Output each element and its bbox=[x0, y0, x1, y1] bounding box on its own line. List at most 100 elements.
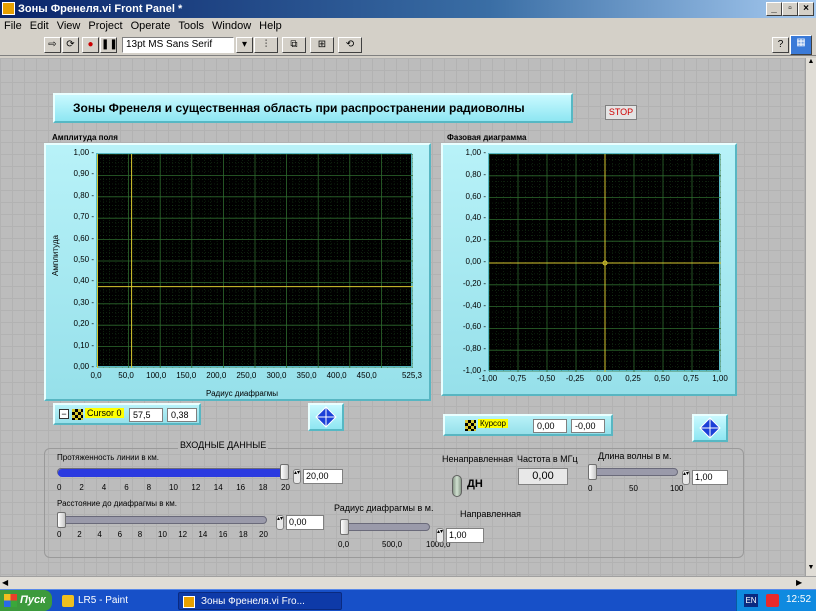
phase-cursor-name[interactable]: Курсор bbox=[478, 419, 509, 428]
scroll-down-icon[interactable]: ▼ bbox=[807, 564, 815, 571]
phase-diamond-icon bbox=[699, 417, 721, 439]
cursor-style-icon[interactable] bbox=[72, 409, 83, 420]
x-tick-label: 250,0 bbox=[236, 371, 257, 380]
taskbar-item-paint[interactable]: LR5 - Paint bbox=[78, 595, 129, 606]
freq-label: Частота в МГц bbox=[517, 454, 578, 464]
font-selector[interactable]: 13pt MS Sans Serif bbox=[122, 37, 234, 53]
amp-plot[interactable] bbox=[96, 153, 413, 368]
scroll-up-icon[interactable]: ▲ bbox=[807, 58, 815, 65]
labview-icon bbox=[183, 596, 195, 608]
antenna-toggle[interactable] bbox=[452, 475, 462, 497]
phase-cursor-move-button[interactable] bbox=[692, 414, 728, 442]
scale-label: 2 bbox=[79, 483, 84, 492]
amp-cursor-move-button[interactable] bbox=[308, 403, 344, 431]
radius-track[interactable] bbox=[340, 523, 430, 531]
line-length-value[interactable]: 20,00 bbox=[303, 469, 343, 484]
undirected-label: Ненаправленная bbox=[442, 454, 514, 464]
line-length-thumb[interactable] bbox=[280, 464, 289, 480]
vertical-scrollbar[interactable]: ▲ ▼ bbox=[805, 58, 816, 576]
x-tick-label: -0,75 bbox=[507, 374, 527, 383]
x-tick-label: -1,00 bbox=[478, 374, 498, 383]
scale-label: 4 bbox=[97, 530, 102, 539]
radius-value[interactable]: 1,00 bbox=[446, 528, 484, 543]
y-tick-label: 0,30 - bbox=[73, 297, 94, 307]
menu-help[interactable]: Help bbox=[259, 20, 282, 32]
horizontal-scrollbar[interactable]: ◀ ▶ bbox=[0, 576, 816, 589]
wavelength-spin[interactable]: ▴▾ bbox=[682, 470, 690, 485]
menu-project[interactable]: Project bbox=[88, 20, 123, 32]
phase-cursor-y-value[interactable]: -0,00 bbox=[571, 419, 605, 433]
x-tick-label: 0,75 bbox=[683, 374, 699, 383]
y-tick-label: 0,50 - bbox=[73, 255, 94, 264]
x-tick-label: 50,0 bbox=[118, 371, 134, 380]
wavelength-track[interactable] bbox=[588, 468, 678, 476]
scale-label: 8 bbox=[137, 530, 143, 539]
vi-icon[interactable]: ▦ bbox=[790, 35, 812, 55]
pause-icon[interactable]: ❚❚ bbox=[100, 37, 118, 53]
inputs-group bbox=[44, 448, 744, 558]
resize-icon[interactable]: ⊞ bbox=[310, 37, 334, 53]
x-tick-label: 350,0 bbox=[296, 371, 317, 380]
menu-operate[interactable]: Operate bbox=[130, 20, 171, 32]
maximize-button[interactable]: ▫ bbox=[782, 2, 798, 16]
radius-spin[interactable]: ▴▾ bbox=[436, 528, 444, 543]
menu-tools[interactable]: Tools bbox=[178, 20, 205, 32]
page-title: Зоны Френеля и существенная область при … bbox=[53, 93, 573, 123]
y-tick-label: 0,20 - bbox=[465, 235, 486, 245]
x-tick-label: 200,0 bbox=[206, 371, 227, 380]
minimize-button[interactable]: _ bbox=[766, 2, 782, 16]
y-tick-label: 0,90 - bbox=[73, 169, 94, 179]
menu-window[interactable]: Window bbox=[212, 20, 252, 32]
stop-button[interactable]: STOP bbox=[605, 105, 637, 120]
scroll-right-icon[interactable]: ▶ bbox=[796, 578, 803, 587]
distance-spin[interactable]: ▴▾ bbox=[276, 515, 284, 530]
wavelength-label: Длина волны в м. bbox=[598, 451, 672, 461]
window-title: Зоны Френеля.vi Front Panel * bbox=[18, 3, 183, 15]
scale-label: 18 bbox=[258, 483, 268, 492]
scroll-left-icon[interactable]: ◀ bbox=[2, 578, 9, 587]
scale-label: 20 bbox=[281, 483, 290, 492]
abort-icon[interactable]: ● bbox=[82, 37, 99, 53]
help-icon[interactable]: ? bbox=[772, 37, 789, 53]
line-length-fill bbox=[58, 469, 288, 477]
phase-cursor-x-value[interactable]: 0,00 bbox=[533, 419, 567, 433]
font-dropdown-icon[interactable]: ▾ bbox=[236, 37, 253, 53]
reorder-icon[interactable]: ⟲ bbox=[338, 37, 362, 53]
y-tick-label: 0,70 - bbox=[73, 212, 94, 222]
y-tick-label: 0,00 - bbox=[73, 362, 94, 371]
y-tick-label: 0,40 - bbox=[465, 213, 486, 223]
distance-value[interactable]: 0,00 bbox=[286, 515, 324, 530]
line-length-spin[interactable]: ▴▾ bbox=[293, 469, 301, 484]
line-length-label: Протяженность линии в км. bbox=[57, 453, 160, 462]
wavelength-thumb[interactable] bbox=[588, 464, 597, 480]
distance-thumb[interactable] bbox=[57, 512, 66, 528]
y-tick-label: -0,80 - bbox=[462, 344, 486, 354]
wavelength-value[interactable]: 1,00 bbox=[692, 470, 728, 485]
scale-label: 4 bbox=[101, 483, 107, 492]
tray-app-icon[interactable] bbox=[766, 594, 779, 607]
cursor-x-value[interactable]: 57,5 bbox=[129, 408, 163, 422]
y-tick-label: 0,80 - bbox=[465, 169, 486, 179]
scale-label: 100 bbox=[670, 484, 684, 493]
paint-icon bbox=[62, 595, 74, 607]
phase-plot[interactable] bbox=[488, 153, 721, 372]
language-indicator[interactable]: EN bbox=[744, 594, 758, 607]
phase-cursor-style-icon[interactable] bbox=[465, 420, 476, 431]
menu-file[interactable]: File bbox=[4, 20, 22, 32]
cursor-y-value[interactable]: 0,38 bbox=[167, 408, 197, 422]
y-tick-label: 0,80 - bbox=[73, 190, 94, 200]
cursor-name[interactable]: Cursor 0 bbox=[85, 408, 124, 418]
distribute-icon[interactable]: ⧉ bbox=[282, 37, 306, 53]
radius-thumb[interactable] bbox=[340, 519, 349, 535]
distance-track[interactable] bbox=[57, 516, 267, 524]
menu-edit[interactable]: Edit bbox=[29, 20, 49, 32]
run-continuous-icon[interactable]: ⟳ bbox=[62, 37, 79, 53]
menu-view[interactable]: View bbox=[56, 20, 81, 32]
close-button[interactable]: × bbox=[798, 2, 814, 16]
taskbar-item-labview[interactable]: Зоны Френеля.vi Fro... bbox=[178, 592, 342, 610]
align-icon[interactable]: ⫶ bbox=[254, 37, 278, 53]
scale-label: 6 bbox=[124, 483, 129, 492]
collapse-icon[interactable]: − bbox=[59, 409, 69, 419]
run-arrow-icon[interactable]: ⇨ bbox=[44, 37, 61, 53]
toolbar: ⇨ ⟳ ● ❚❚ 13pt MS Sans Serif ▾ ⫶ ⧉ ⊞ ⟲ ? … bbox=[0, 34, 816, 56]
